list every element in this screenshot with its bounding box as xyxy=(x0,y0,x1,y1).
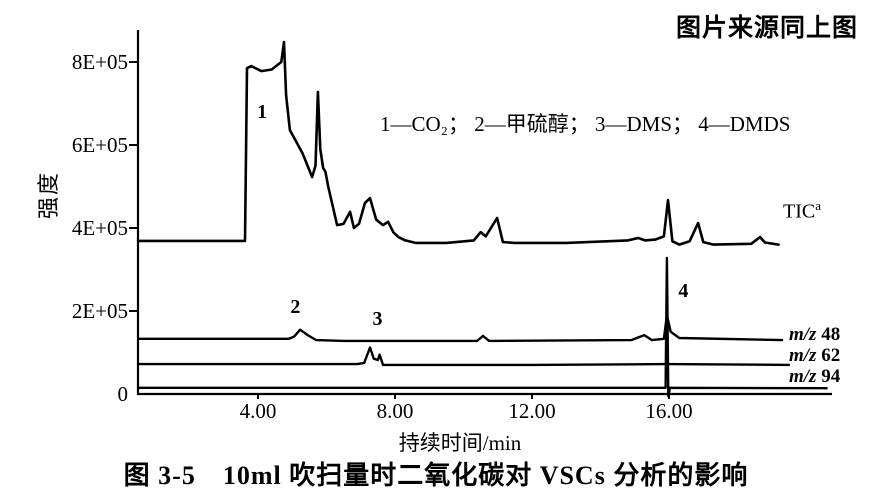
trace-label-mz48: m/z 48 xyxy=(789,324,840,346)
y-tick-label-0: 0 xyxy=(117,382,129,406)
y-tick-label-6E+05: 6E+05 xyxy=(71,133,128,157)
trace-mz48 xyxy=(136,313,784,343)
trace-label-mz62: m/z 62 xyxy=(789,345,840,367)
x-tick-label-8.00: 8.00 xyxy=(376,399,414,423)
figure-caption: 图 3-5 10ml 吹扫量时二氧化碳对 VSCs 分析的影响 xyxy=(123,461,749,490)
x-axis-title: 持续时间/min xyxy=(398,431,522,455)
image-source-note: 图片来源同上图 xyxy=(675,14,858,42)
peak-label-2: 2 xyxy=(290,296,301,319)
mz48-prefix: m/z xyxy=(789,324,817,345)
tic-superscript: a xyxy=(815,198,821,213)
y-tick-label-8E+05: 8E+05 xyxy=(71,50,128,74)
mz94-value: 94 xyxy=(821,366,841,387)
trace-label-tic: TICa xyxy=(783,198,821,224)
y-tick-label-4E+05: 4E+05 xyxy=(71,216,128,240)
trace-mz62 xyxy=(136,346,791,367)
peak-label-3: 3 xyxy=(372,308,383,331)
peak-label-4: 4 xyxy=(678,279,689,302)
trace-TIC xyxy=(136,40,780,246)
mz94-prefix: m/z xyxy=(789,366,817,387)
y-axis-title: 强度 xyxy=(36,170,61,220)
peak-legend: 1—CO₂； 2—甲硫醇； 3—DMS； 4—DMDS xyxy=(380,112,791,136)
mz62-value: 62 xyxy=(821,345,841,366)
peak-label-1: 1 xyxy=(257,101,268,124)
trace-mz94 xyxy=(136,256,828,398)
x-tick-label-16.00: 16.00 xyxy=(645,399,693,423)
y-tick-label-2E+05: 2E+05 xyxy=(71,299,128,323)
mz62-prefix: m/z xyxy=(789,345,817,366)
axis-frame xyxy=(136,30,832,396)
x-tick-label-4.00: 4.00 xyxy=(239,399,277,423)
tic-text: TIC xyxy=(783,200,816,223)
x-tick-label-12.00: 12.00 xyxy=(508,399,556,423)
trace-label-mz94: m/z 94 xyxy=(789,366,840,388)
mz48-value: 48 xyxy=(821,324,841,345)
